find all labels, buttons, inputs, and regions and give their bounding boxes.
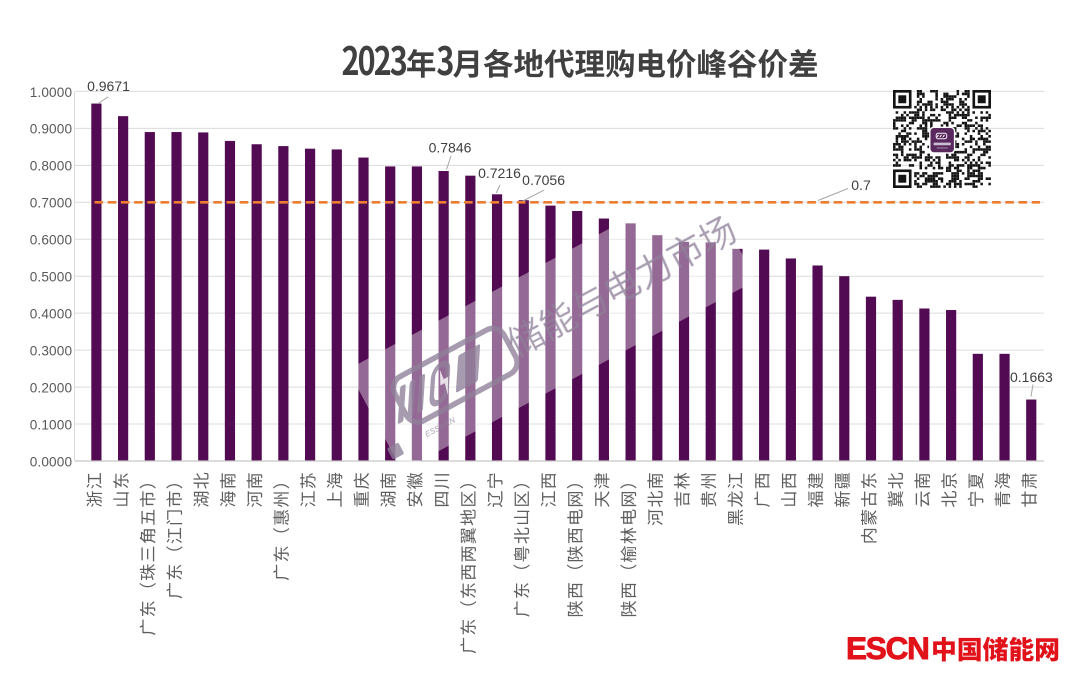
svg-text:0.7216: 0.7216 — [478, 165, 521, 181]
svg-text:0.9000: 0.9000 — [30, 122, 73, 137]
svg-text:0.8000: 0.8000 — [30, 159, 73, 174]
svg-text:0.7056: 0.7056 — [522, 172, 565, 188]
svg-text:0.1000: 0.1000 — [30, 417, 73, 432]
svg-text:0.7000: 0.7000 — [30, 196, 73, 211]
svg-text:0.0000: 0.0000 — [30, 454, 73, 469]
svg-text:0.5000: 0.5000 — [30, 270, 73, 285]
svg-text:0.3000: 0.3000 — [30, 343, 73, 358]
svg-text:0.9671: 0.9671 — [87, 78, 130, 94]
svg-text:0.6000: 0.6000 — [30, 233, 73, 248]
svg-text:0.4000: 0.4000 — [30, 307, 73, 322]
svg-text:0.2000: 0.2000 — [30, 380, 73, 395]
svg-text:1.0000: 1.0000 — [30, 85, 73, 100]
svg-text:0.1663: 0.1663 — [1010, 369, 1053, 385]
svg-text:0.7846: 0.7846 — [429, 140, 472, 156]
svg-text:ESCN: ESCN — [846, 630, 929, 666]
svg-text:0.7: 0.7 — [851, 177, 871, 193]
